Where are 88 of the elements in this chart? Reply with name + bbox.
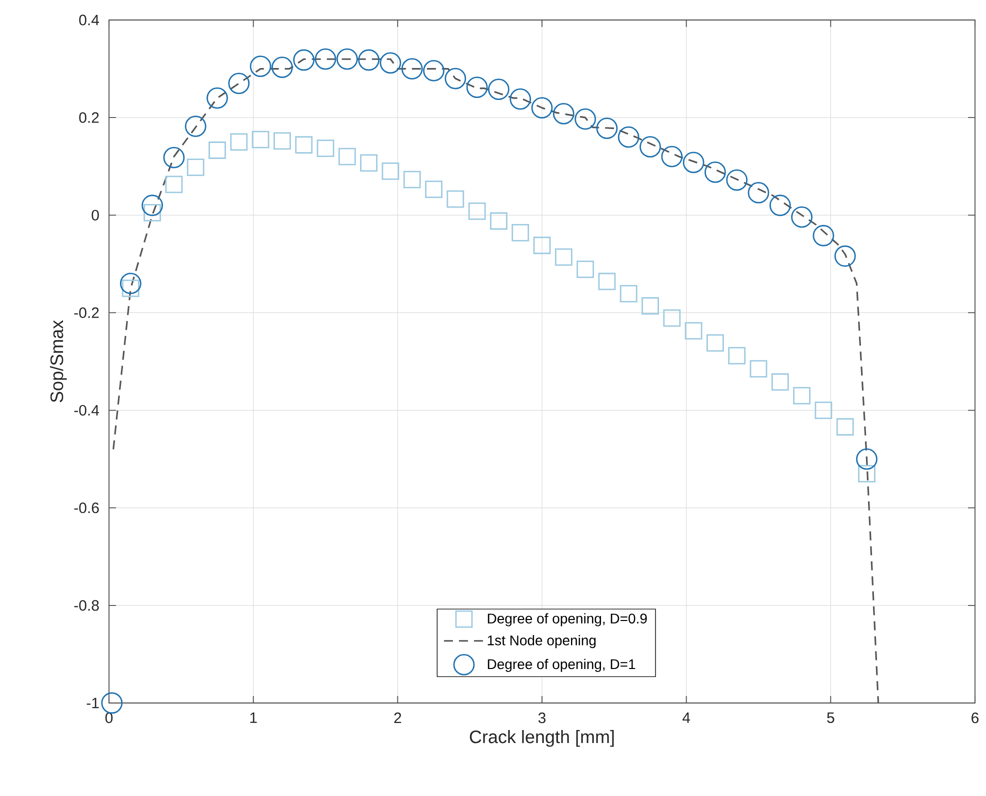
- point: [468, 202, 486, 220]
- point: [682, 152, 704, 174]
- point: [403, 170, 421, 188]
- point: [574, 108, 596, 130]
- point: [490, 212, 508, 230]
- point: [661, 146, 683, 168]
- point: [834, 245, 856, 267]
- point: [336, 48, 358, 70]
- point: [101, 692, 123, 714]
- point: [554, 248, 572, 266]
- y-tick-label: 0: [92, 210, 99, 220]
- x-tick-label: 3: [538, 712, 546, 724]
- y-tick-label: 0.4: [79, 14, 100, 26]
- point: [360, 154, 378, 172]
- point: [142, 194, 163, 216]
- point: [814, 402, 832, 419]
- point: [184, 116, 206, 138]
- x-tick-label: 4: [682, 712, 690, 723]
- point: [316, 140, 334, 157]
- point: [706, 334, 724, 352]
- point: [488, 78, 510, 100]
- y-tick-label: -1: [86, 698, 99, 708]
- point: [531, 97, 553, 119]
- point: [750, 360, 768, 378]
- legend-label: Degree of opening, D=1: [488, 658, 636, 672]
- point: [618, 126, 640, 148]
- legend-label: 1st Node opening: [488, 635, 596, 648]
- x-tick-label: 1: [250, 712, 257, 723]
- x-tick-label: 6: [972, 712, 979, 724]
- x-tick-label: 5: [827, 712, 834, 723]
- point: [576, 260, 594, 278]
- point: [684, 322, 702, 340]
- point: [858, 465, 876, 482]
- point: [250, 56, 272, 78]
- point: [812, 224, 834, 246]
- point: [444, 68, 466, 90]
- point: [295, 136, 313, 154]
- y-tick-label: -0.4: [74, 404, 100, 416]
- point: [748, 182, 770, 204]
- x-tick-label: 2: [394, 712, 402, 724]
- point: [769, 194, 791, 216]
- point: [274, 132, 291, 150]
- point: [836, 418, 854, 436]
- point: [552, 102, 574, 124]
- point: [272, 56, 293, 78]
- point: [642, 297, 659, 315]
- point: [208, 142, 226, 159]
- point: [165, 176, 183, 194]
- point: [446, 190, 464, 208]
- point: [380, 52, 402, 74]
- point: [314, 48, 336, 70]
- point: [230, 133, 248, 151]
- point: [252, 130, 270, 148]
- point: [382, 162, 400, 180]
- y-tick-label: -0.2: [74, 307, 99, 318]
- point: [466, 76, 488, 98]
- point: [401, 58, 423, 80]
- point: [423, 60, 444, 82]
- point: [425, 180, 442, 198]
- point: [163, 146, 185, 168]
- point: [338, 148, 356, 166]
- x-axis-title: Crack length [mm]: [470, 730, 614, 747]
- legend-label: Degree of opening, D=0.9: [488, 613, 647, 626]
- point: [533, 236, 551, 254]
- point: [293, 49, 315, 71]
- point: [510, 88, 532, 110]
- point: [856, 448, 878, 470]
- y-tick-label: 0.2: [79, 112, 99, 123]
- point: [186, 158, 204, 176]
- point: [640, 136, 661, 158]
- y-tick-label: -0.6: [74, 502, 99, 514]
- point: [771, 373, 789, 391]
- point: [704, 162, 726, 183]
- point: [358, 49, 380, 71]
- point: [728, 346, 746, 364]
- point: [791, 206, 813, 228]
- point: [598, 272, 616, 290]
- point: [663, 309, 681, 327]
- y-tick-label: -0.8: [74, 600, 99, 611]
- point: [620, 284, 638, 302]
- point: [793, 386, 811, 404]
- point: [726, 169, 748, 191]
- point: [512, 224, 530, 242]
- point: [120, 272, 142, 294]
- point: [206, 87, 228, 109]
- point: [596, 118, 618, 139]
- point: [228, 72, 250, 94]
- y-axis-title: Sop/Smax: [50, 320, 67, 402]
